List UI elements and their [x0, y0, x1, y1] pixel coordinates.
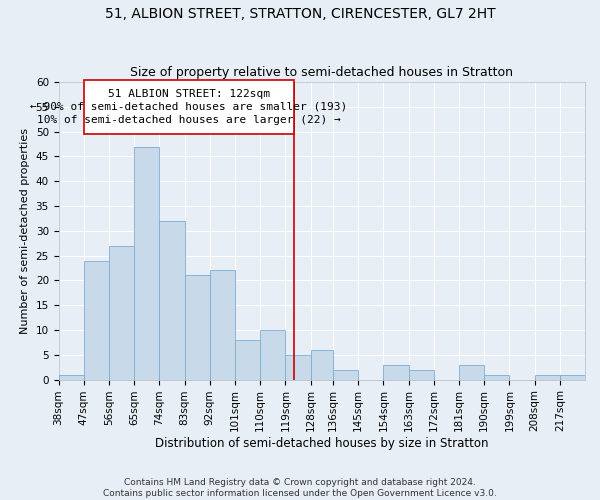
Bar [333, 370, 358, 380]
Bar [311, 350, 333, 380]
Bar [535, 374, 560, 380]
Bar [235, 340, 260, 380]
Bar [59, 374, 84, 380]
Bar [560, 374, 585, 380]
FancyBboxPatch shape [84, 80, 294, 134]
Bar [260, 330, 286, 380]
Text: Contains HM Land Registry data © Crown copyright and database right 2024.
Contai: Contains HM Land Registry data © Crown c… [103, 478, 497, 498]
Bar [134, 146, 160, 380]
Bar [84, 260, 109, 380]
Bar [459, 364, 484, 380]
Bar [286, 355, 311, 380]
Bar [160, 221, 185, 380]
Bar [383, 364, 409, 380]
Title: Size of property relative to semi-detached houses in Stratton: Size of property relative to semi-detach… [130, 66, 514, 80]
Bar [409, 370, 434, 380]
X-axis label: Distribution of semi-detached houses by size in Stratton: Distribution of semi-detached houses by … [155, 437, 488, 450]
Bar [210, 270, 235, 380]
Bar [484, 374, 509, 380]
Bar [109, 246, 134, 380]
Text: 51, ALBION STREET, STRATTON, CIRENCESTER, GL7 2HT: 51, ALBION STREET, STRATTON, CIRENCESTER… [104, 8, 496, 22]
Y-axis label: Number of semi-detached properties: Number of semi-detached properties [20, 128, 30, 334]
Text: 51 ALBION STREET: 122sqm
← 90% of semi-detached houses are smaller (193)
10% of : 51 ALBION STREET: 122sqm ← 90% of semi-d… [30, 88, 347, 125]
Bar [185, 276, 210, 380]
